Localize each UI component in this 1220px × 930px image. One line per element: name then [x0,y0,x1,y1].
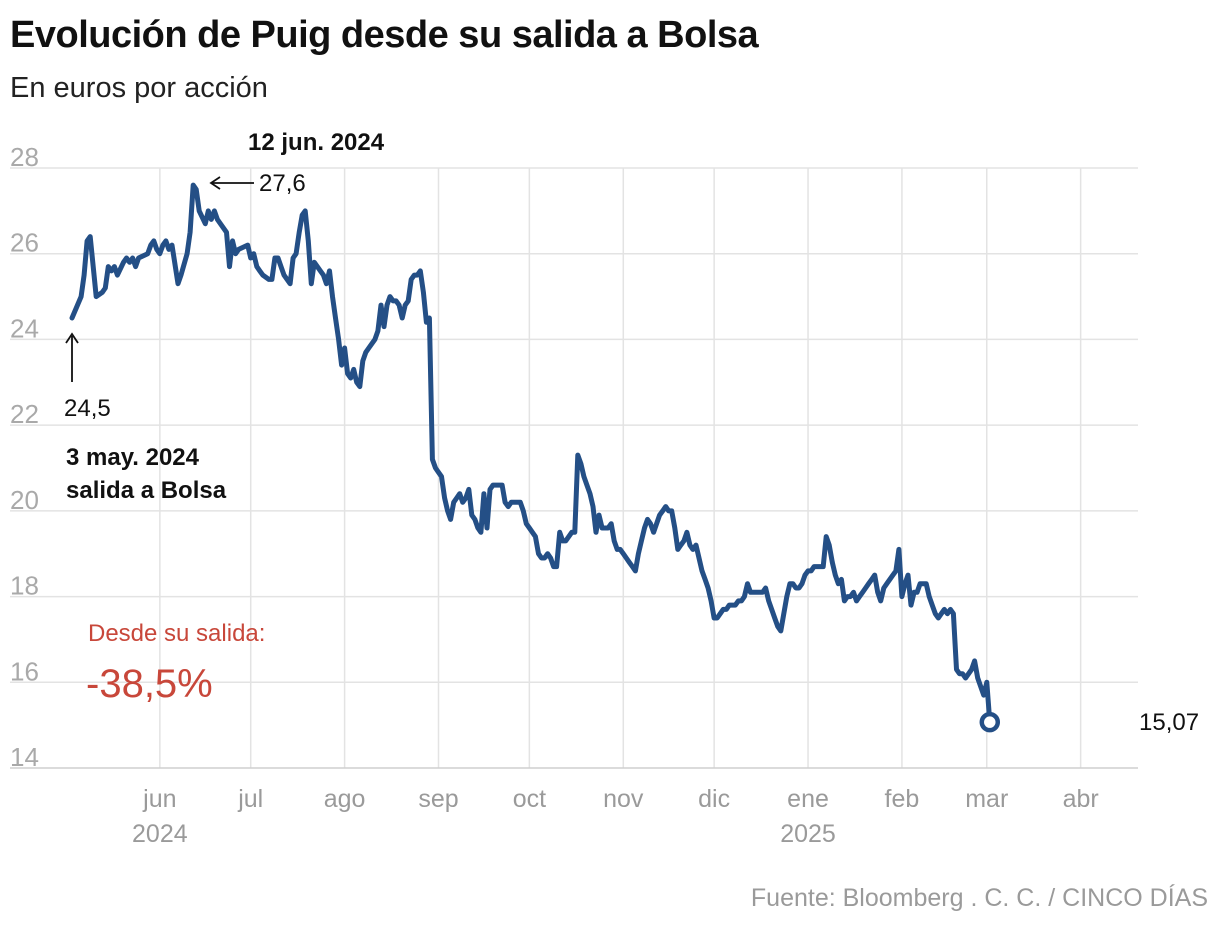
arrowhead-up-icon [65,332,79,344]
annotation-change: Desde su salida: -38,5% [86,620,265,706]
x-tick-label: feb [885,785,920,813]
change-value: -38,5% [86,662,213,706]
ipo-value-label: 24,5 [64,395,111,422]
x-tick-year-label: 2025 [780,820,836,848]
x-tick-label: nov [603,785,644,813]
ipo-date-label: 3 may. 2024 [66,444,200,471]
x-tick-label: ene [787,785,829,813]
last-value-label: 15,07 [1139,709,1199,736]
annotation-ipo: 24,5 3 may. 2024 salida a Bolsa [64,332,227,504]
y-tick-label: 16 [10,656,39,686]
y-tick-label: 14 [10,742,39,772]
x-axis: jun 2024 jul ago sep oct nov dic ene 2025 feb mar ab… [132,785,1099,848]
chart-title: Evolución de Puig desde su salida a Bols… [10,14,759,56]
x-tick-label: jun [142,785,176,813]
gridlines [10,167,1138,768]
x-tick-label: sep [418,785,458,813]
y-tick-label: 28 [10,142,39,172]
change-label: Desde su salida: [88,620,265,647]
y-tick-label: 24 [10,313,39,343]
x-tick-label: oct [513,785,546,813]
ipo-note-label: salida a Bolsa [66,477,227,504]
annotation-peak: 12 jun. 2024 27,6 [209,129,385,197]
peak-value-label: 27,6 [259,170,306,197]
y-axis: 14 16 18 20 22 24 26 28 [10,142,39,772]
x-tick-label: jul [237,785,263,813]
series-line-puig [69,182,993,725]
y-tick-label: 22 [10,399,39,429]
x-tick-year-label: 2024 [132,820,188,848]
chart-subtitle: En euros por acción [10,72,268,104]
y-tick-label: 26 [10,228,39,258]
last-value-marker [979,711,1001,733]
y-tick-label: 20 [10,485,39,515]
x-tick-label: ago [324,785,366,813]
peak-date-label: 12 jun. 2024 [248,129,385,156]
x-tick-label: abr [1063,785,1099,813]
source-note: Fuente: Bloomberg . C. C. / CINCO DÍAS [750,884,1208,912]
arrowhead-left-icon [209,176,221,190]
y-tick-label: 18 [10,571,39,601]
x-tick-label: mar [965,785,1008,813]
x-tick-label: dic [698,785,730,813]
